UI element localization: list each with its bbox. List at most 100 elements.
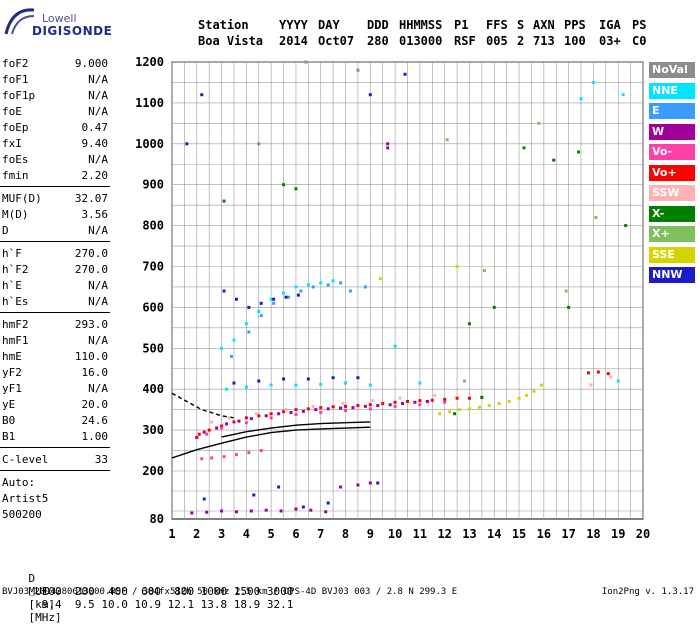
data-point bbox=[381, 402, 385, 406]
data-point bbox=[210, 456, 214, 460]
data-point bbox=[282, 183, 286, 187]
data-point bbox=[406, 399, 409, 403]
data-point bbox=[522, 146, 526, 150]
param-key: B0 bbox=[2, 414, 16, 427]
data-point bbox=[443, 397, 447, 401]
data-point bbox=[202, 497, 206, 501]
data-point bbox=[301, 505, 305, 509]
param-key: foE bbox=[2, 105, 22, 118]
data-point bbox=[621, 93, 625, 97]
data-point bbox=[438, 412, 442, 416]
param-row: foEs N/A bbox=[2, 152, 108, 168]
param-value: N/A bbox=[88, 224, 108, 237]
data-point bbox=[591, 80, 595, 84]
header-label: IGA bbox=[599, 18, 621, 32]
data-point bbox=[467, 396, 471, 400]
data-point bbox=[277, 485, 281, 489]
legend-item: SSE bbox=[649, 246, 695, 263]
x-tick-label: 5 bbox=[268, 527, 275, 541]
data-point bbox=[234, 453, 238, 457]
data-point bbox=[368, 407, 372, 411]
legend-item: E bbox=[649, 103, 695, 119]
data-point bbox=[517, 396, 521, 400]
data-point bbox=[279, 509, 283, 513]
data-point bbox=[319, 281, 323, 285]
data-point bbox=[282, 410, 286, 414]
logo-lowell-text: Lowell bbox=[42, 12, 77, 25]
data-point bbox=[244, 416, 248, 420]
data-point bbox=[393, 400, 397, 404]
data-point bbox=[445, 138, 449, 142]
data-point bbox=[539, 383, 543, 387]
data-point bbox=[264, 414, 268, 418]
logo-digisonde-text: DIGISONDE bbox=[32, 24, 113, 38]
data-point bbox=[564, 289, 568, 293]
data-point bbox=[363, 285, 367, 289]
param-key: hmE bbox=[2, 350, 22, 363]
param-row: h`Es N/A bbox=[2, 294, 108, 310]
param-row: fxI 9.40 bbox=[2, 136, 108, 152]
legend-item: Vo- bbox=[649, 144, 695, 160]
data-point bbox=[368, 403, 372, 407]
header-label: Station bbox=[198, 18, 249, 32]
data-point bbox=[185, 142, 189, 146]
data-point bbox=[247, 451, 251, 455]
data-point bbox=[259, 314, 263, 318]
data-point bbox=[376, 404, 380, 408]
y-tick-label: 900 bbox=[142, 178, 164, 192]
data-point bbox=[296, 293, 300, 297]
data-point bbox=[294, 408, 298, 412]
data-point bbox=[577, 150, 581, 154]
param-row: foF1 N/A bbox=[2, 72, 108, 88]
y-tick-label: 800 bbox=[142, 219, 164, 233]
data-point bbox=[299, 289, 303, 293]
param-value: N/A bbox=[88, 73, 108, 86]
param-key: hmF1 bbox=[2, 334, 29, 347]
param-key: h`Es bbox=[2, 295, 29, 308]
y-tick-label: 200 bbox=[142, 464, 164, 478]
data-point bbox=[331, 405, 335, 409]
param-value: 9.000 bbox=[74, 57, 108, 70]
y-tick-label: 700 bbox=[142, 260, 164, 274]
data-point bbox=[356, 483, 360, 487]
param-key: h`E bbox=[2, 279, 22, 292]
x-tick-label: 18 bbox=[586, 527, 600, 541]
param-value: 32.07 bbox=[74, 192, 108, 205]
y-tick-label: 500 bbox=[142, 341, 164, 355]
header-label: S bbox=[517, 18, 525, 32]
param-row: B1 1.00 bbox=[2, 429, 108, 445]
data-point bbox=[222, 455, 226, 459]
data-point bbox=[210, 420, 214, 424]
data-point bbox=[467, 407, 471, 411]
param-separator bbox=[0, 241, 110, 242]
param-row: yE 20.0 bbox=[2, 397, 108, 413]
param-value: 9.40 bbox=[81, 137, 109, 150]
data-point bbox=[356, 404, 360, 408]
param-key: hmF2 bbox=[2, 318, 29, 331]
data-point bbox=[220, 424, 224, 428]
autoscaling-text: Artist5 bbox=[2, 492, 49, 505]
data-point bbox=[301, 409, 305, 413]
data-point bbox=[401, 402, 405, 406]
data-point bbox=[492, 305, 496, 309]
legend-item: Vo+ bbox=[649, 164, 695, 181]
data-point bbox=[331, 376, 335, 380]
data-point bbox=[269, 383, 273, 387]
header-value: 100 bbox=[564, 34, 586, 48]
param-row: foF2 9.000 bbox=[2, 56, 108, 72]
param-key: foF1 bbox=[2, 73, 29, 86]
data-point bbox=[363, 404, 367, 408]
param-row: D N/A bbox=[2, 223, 108, 239]
data-point bbox=[269, 297, 273, 301]
data-point bbox=[311, 285, 315, 289]
x-tick-label: 3 bbox=[218, 527, 225, 541]
data-point bbox=[294, 187, 298, 191]
header-value: 03+ bbox=[599, 34, 621, 48]
data-point bbox=[229, 354, 233, 358]
header-label: PPS bbox=[564, 18, 586, 32]
x-tick-label: 20 bbox=[636, 527, 650, 541]
param-separator bbox=[0, 312, 110, 313]
data-point bbox=[326, 501, 330, 505]
data-point bbox=[319, 411, 323, 415]
data-point bbox=[356, 68, 360, 72]
